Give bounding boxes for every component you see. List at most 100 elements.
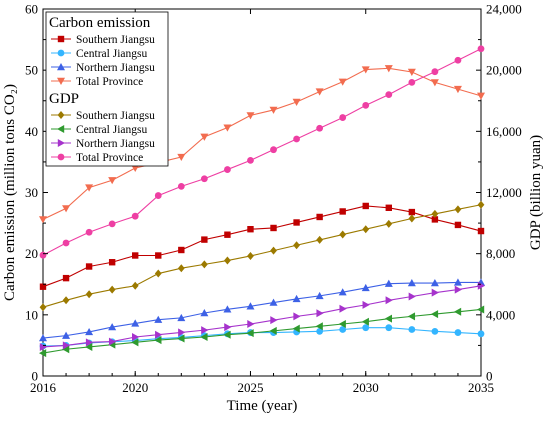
y-left-tick-label: 20 [25,246,38,261]
series-4-point [247,251,254,260]
series-4-point [131,281,139,290]
series-6-point [108,337,117,346]
series-7-point [39,251,47,259]
x-tick-label: 2035 [468,380,494,395]
series-4-point [224,256,231,265]
series-7-point [62,239,70,247]
series-6-group [39,281,485,351]
series-0-point [247,226,254,233]
series-6-point [62,341,71,350]
series-5-point [407,312,416,321]
series-3-point [200,133,209,141]
series-7-point [154,192,162,199]
y-right-tick-label: 16,000 [486,124,522,139]
series-4-line [42,204,482,308]
legend-swatch-marker [57,125,65,133]
series-2-point [108,323,117,331]
legend-swatch-marker [57,35,65,43]
series-0-point [85,263,93,270]
series-7-point [131,212,139,220]
series-4-point [154,269,162,278]
y-left-tick-label: 40 [25,124,38,139]
series-4-point [108,285,116,294]
series-0-point [454,221,462,229]
series-0-point [178,246,185,254]
series-2-point [315,291,324,300]
series-6-point [408,292,416,301]
series-6-point [339,304,347,313]
series-5-point [85,342,93,351]
series-3-point [108,177,117,185]
series-4-point [385,219,393,228]
series-4-point [477,200,485,209]
series-3-point [292,98,301,106]
series-4-point [431,209,439,218]
series-4-point [293,241,300,250]
y-left-tick-label: 50 [25,63,38,78]
series-4-point [85,290,93,299]
series-3-point [361,66,370,74]
series-7-point [224,166,231,173]
series-7-point [431,68,439,76]
series-2-point [361,283,370,292]
series-3-point [384,65,393,73]
series-2-point [177,313,186,322]
series-4-point [177,264,185,273]
series-4-point [362,225,370,234]
series-5-point [62,345,70,354]
series-3-point [338,78,347,86]
legend-swatch-marker [57,49,65,57]
series-7-point [408,79,416,86]
y-left-tick-label: 10 [25,307,38,322]
series-2-point [39,334,47,342]
series-5-point [223,330,231,339]
x-axis-title: Time (year) [227,398,298,414]
series-1-line [42,327,482,347]
series-4-point [454,205,462,214]
series-6-point [178,328,186,337]
series-0-point [62,274,70,282]
legend-swatch-marker [57,77,65,85]
series-3-point [269,106,278,114]
series-5-point [384,314,392,323]
series-3-point [430,79,439,87]
y-right-tick-label: 20,000 [486,63,522,78]
series-5-point [338,320,346,329]
series-0-point [39,283,47,290]
series-1-point [408,326,416,333]
series-3-point [453,85,462,94]
y-right-tick-label: 12,000 [486,185,522,200]
series-6-point [431,288,439,297]
series-5-point [177,334,185,343]
series-5-point [361,317,369,326]
series-1-point [431,327,439,335]
series-3-point [407,68,416,77]
legend-entry-label: Total Province [76,76,143,88]
series-4-point [316,235,324,244]
series-2-point [154,315,163,323]
series-5-point [200,333,208,342]
series-4-group [39,200,485,312]
series-0-point [477,227,485,235]
series-7-point [177,182,185,190]
legend-entry-label: Central Jiangsu [76,48,147,60]
series-0-point [270,224,277,232]
series-1-point [454,329,462,336]
series-3-point [85,184,94,192]
series-0-point [155,252,162,259]
series-7-point [362,101,370,109]
series-5-point [477,305,485,314]
series-7-point [316,124,324,132]
series-2-point [384,279,393,287]
y-right-tick-label: 8,000 [486,246,515,261]
series-6-line [42,285,482,348]
series-2-point [430,279,439,287]
series-3-point [39,216,47,224]
series-7-point [385,91,393,99]
series-2-point [338,288,347,296]
legend-group-title: GDP [49,91,79,107]
series-7-point [270,146,277,154]
series-7-point [454,56,462,64]
series-6-point [132,333,140,342]
